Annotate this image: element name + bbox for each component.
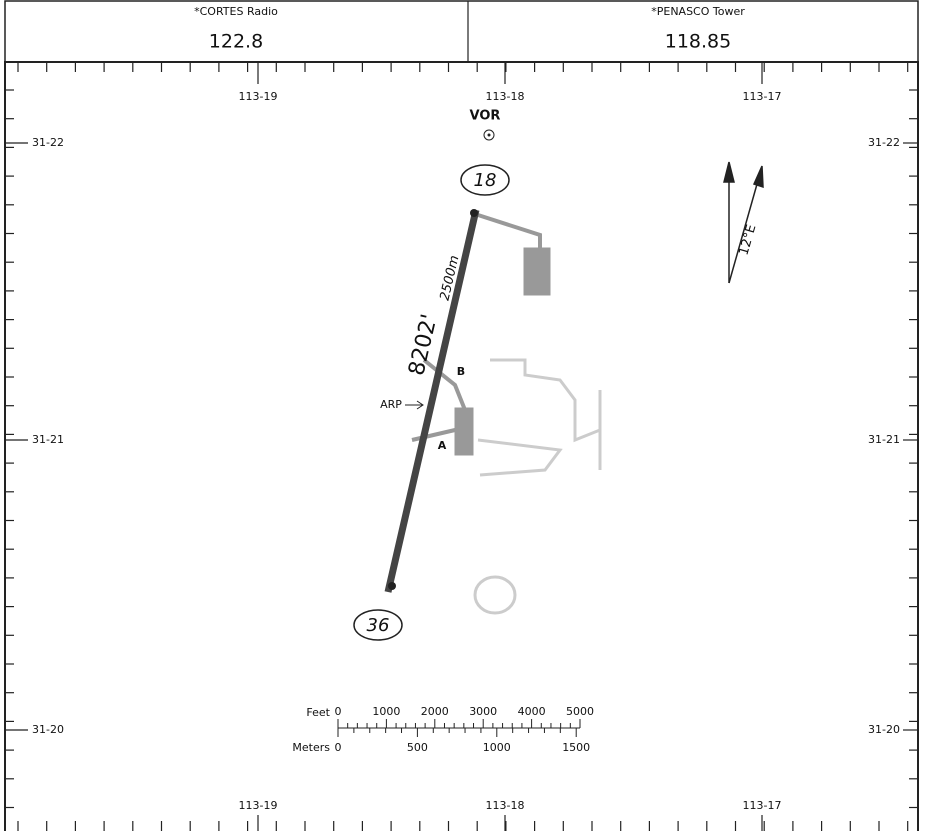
vor-symbol [483, 129, 495, 141]
threshold [470, 209, 478, 217]
scale-unit: Feet [306, 706, 330, 719]
longitude-label: 113-19 [239, 90, 278, 103]
runway-end: 18 [474, 170, 497, 191]
scale-label: 1000 [372, 705, 400, 718]
north-arrows [723, 161, 764, 284]
scale-label: 0 [335, 705, 342, 718]
runway [384, 209, 480, 593]
threshold [388, 582, 396, 590]
scale-label: 5000 [566, 705, 594, 718]
scale-label: 4000 [518, 705, 546, 718]
longitude-label: 113-19 [239, 799, 278, 812]
arp-label: ARP [380, 398, 402, 411]
comm-frequency: 122.8 [209, 31, 263, 53]
graticule-labels: 113-19 113-19 113-18 113-18 113-17 113-17 31-2… [32, 90, 900, 812]
map-frame [4, 61, 919, 831]
ground-features [473, 358, 602, 615]
runway-end-badge [353, 609, 403, 641]
scale-label: 1000 [483, 741, 511, 754]
runway-end-badge [460, 164, 510, 196]
latitude-label: 31-20 [868, 723, 900, 736]
taxiway-label: B [457, 365, 465, 378]
latitude-label: 31-22 [868, 136, 900, 149]
longitude-label: 113-18 [486, 90, 525, 103]
latitude-label: 31-21 [868, 433, 900, 446]
longitude-label: 113-17 [743, 799, 782, 812]
scale-bar: Feet Meters 0 1000 2000 3000 4000 5000 0 500 100… [292, 705, 594, 754]
latitude-label: 31-20 [32, 723, 64, 736]
vor-symbol [487, 133, 491, 137]
scale-label: 0 [335, 741, 342, 754]
latitude-label: 31-21 [32, 433, 64, 446]
arp-arrow [405, 400, 424, 410]
scale-unit: Meters [292, 741, 330, 754]
taxiway-label: A [438, 439, 447, 452]
longitude-label: 113-17 [743, 90, 782, 103]
scale-label: 500 [407, 741, 428, 754]
scale-label: 2000 [421, 705, 449, 718]
latitude-label: 31-22 [32, 136, 64, 149]
longitude-label: 113-18 [486, 799, 525, 812]
taxiways [411, 213, 551, 456]
scale-label: 3000 [469, 705, 497, 718]
vor-label: VOR [470, 109, 501, 124]
scale-label: 1500 [562, 741, 590, 754]
comm-frequency: 118.85 [665, 31, 731, 53]
runway-end: 36 [367, 615, 390, 636]
comm-label: *PENASCO Tower [651, 5, 745, 18]
comm-label: *CORTES Radio [194, 5, 278, 18]
graticule-ticks [5, 62, 918, 831]
